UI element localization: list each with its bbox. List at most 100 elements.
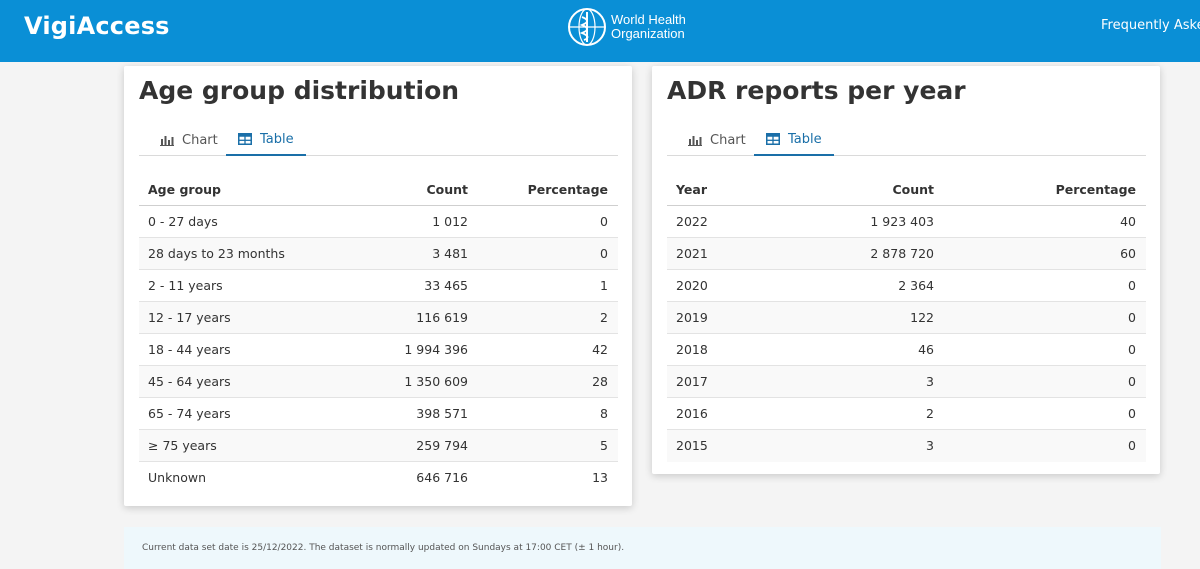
age-cell: 45 - 64 years [148,374,231,389]
age-cell: ≥ 75 years [148,438,217,453]
count-cell: 1 994 396 [404,342,468,357]
table-row: Unknown 646 716 13 [139,462,618,494]
count-cell: 116 619 [416,310,468,325]
year-cell: 2016 [676,406,708,421]
adr-year-table: Year Count Percentage 2022 1 923 403 40 … [667,174,1146,462]
col-count[interactable]: Count [426,182,468,197]
percentage-cell: 28 [592,374,608,389]
who-logo[interactable]: World Health Organization [567,7,686,47]
col-age-group[interactable]: Age group [148,182,221,197]
percentage-cell: 0 [600,246,608,261]
count-cell: 122 [910,310,934,325]
count-cell: 2 878 720 [870,246,934,261]
tab-table[interactable]: Table [226,124,306,156]
count-cell: 46 [918,342,934,357]
col-percentage[interactable]: Percentage [527,182,608,197]
percentage-cell: 13 [592,470,608,485]
table-row: 2016 2 0 [667,398,1146,430]
card-title: ADR reports per year [667,76,966,105]
age-cell: 0 - 27 days [148,214,218,229]
who-wordmark: World Health Organization [611,13,686,41]
dataset-date-note: Current data set date is 25/12/2022. The… [142,543,625,553]
table-row: 2 - 11 years 33 465 1 [139,270,618,302]
faq-link[interactable]: Frequently Asked [1101,18,1200,33]
percentage-cell: 8 [600,406,608,421]
tab-table-label: Table [788,131,822,147]
col-count[interactable]: Count [892,182,934,197]
view-tabs: Chart Table [667,124,1146,156]
year-cell: 2017 [676,374,708,389]
year-cell: 2018 [676,342,708,357]
table-row: 2021 2 878 720 60 [667,238,1146,270]
table-header-row: Year Count Percentage [667,174,1146,206]
percentage-cell: 0 [1128,342,1136,357]
year-cell: 2022 [676,214,708,229]
col-percentage[interactable]: Percentage [1055,182,1136,197]
count-cell: 1 923 403 [870,214,934,229]
tab-chart-label: Chart [710,132,746,148]
age-group-card: Age group distribution Chart Table Age [124,66,632,506]
table-icon [238,133,252,145]
age-group-table: Age group Count Percentage 0 - 27 days 1… [139,174,618,494]
app-brand[interactable]: VigiAccess [24,12,170,40]
count-cell: 646 716 [416,470,468,485]
percentage-cell: 0 [600,214,608,229]
count-cell: 1 350 609 [404,374,468,389]
count-cell: 1 012 [432,214,468,229]
percentage-cell: 0 [1128,406,1136,421]
dataset-info-bar: Current data set date is 25/12/2022. The… [124,527,1161,569]
tab-chart[interactable]: Chart [676,124,758,156]
year-cell: 2015 [676,438,708,453]
percentage-cell: 2 [600,310,608,325]
count-cell: 33 465 [424,278,468,293]
tab-table[interactable]: Table [754,124,834,156]
percentage-cell: 0 [1128,278,1136,293]
col-year[interactable]: Year [676,182,707,197]
table-row: 65 - 74 years 398 571 8 [139,398,618,430]
percentage-cell: 0 [1128,374,1136,389]
bar-chart-icon [688,136,702,146]
table-row: 2018 46 0 [667,334,1146,366]
card-title: Age group distribution [139,76,460,105]
age-cell: 28 days to 23 months [148,246,285,261]
table-row: 2017 3 0 [667,366,1146,398]
view-tabs: Chart Table [139,124,618,156]
table-row: 45 - 64 years 1 350 609 28 [139,366,618,398]
count-cell: 3 [926,438,934,453]
percentage-cell: 0 [1128,310,1136,325]
age-cell: 65 - 74 years [148,406,231,421]
count-cell: 2 [926,406,934,421]
count-cell: 3 [926,374,934,389]
age-cell: Unknown [148,470,207,485]
table-row: 18 - 44 years 1 994 396 42 [139,334,618,366]
table-row: 2020 2 364 0 [667,270,1146,302]
table-row: 2022 1 923 403 40 [667,206,1146,238]
age-cell: 18 - 44 years [148,342,231,357]
year-cell: 2021 [676,246,708,261]
percentage-cell: 0 [1128,438,1136,453]
adr-per-year-card: ADR reports per year Chart Table Year [652,66,1160,474]
tab-chart[interactable]: Chart [148,124,230,156]
table-row: 12 - 17 years 116 619 2 [139,302,618,334]
year-cell: 2019 [676,310,708,325]
count-cell: 259 794 [416,438,468,453]
tab-table-label: Table [260,131,294,147]
tab-chart-label: Chart [182,132,218,148]
who-line-1: World Health [611,12,686,27]
who-emblem-icon [568,8,606,46]
count-cell: 2 364 [898,278,934,293]
count-cell: 3 481 [432,246,468,261]
table-icon [766,133,780,145]
table-row: 0 - 27 days 1 012 0 [139,206,618,238]
top-bar: VigiAccess World Health Organization Fre… [0,0,1200,62]
age-cell: 12 - 17 years [148,310,231,325]
age-cell: 2 - 11 years [148,278,223,293]
table-header-row: Age group Count Percentage [139,174,618,206]
table-row: 28 days to 23 months 3 481 0 [139,238,618,270]
year-cell: 2020 [676,278,708,293]
count-cell: 398 571 [416,406,468,421]
percentage-cell: 42 [592,342,608,357]
table-row: 2015 3 0 [667,430,1146,462]
percentage-cell: 60 [1120,246,1136,261]
percentage-cell: 1 [600,278,608,293]
